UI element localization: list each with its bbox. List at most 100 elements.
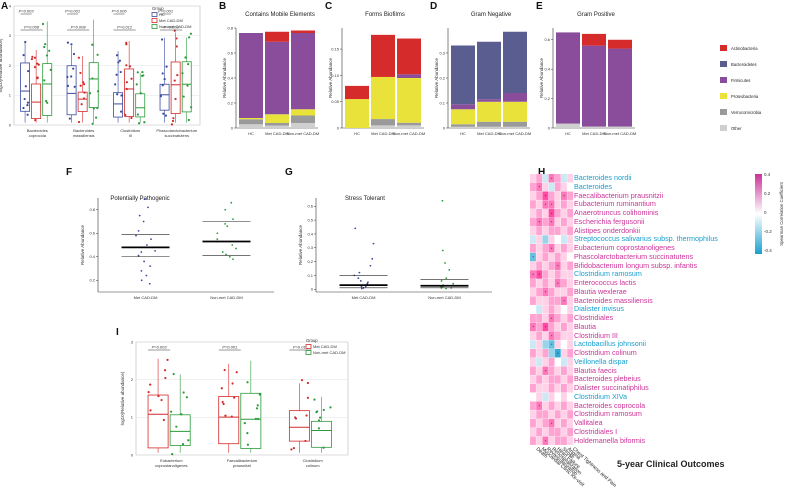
data-point <box>300 379 304 382</box>
heatmap-cell <box>530 349 536 358</box>
panel-c-chart: 0 0.05 0.10 0.15 Relative Abundance HC Met CAD… <box>328 28 425 136</box>
y-tick-label: 0 <box>231 125 234 130</box>
heatmap-cell <box>536 226 543 235</box>
y-tick-label: 0.1 <box>439 100 445 105</box>
heatmap-cell <box>542 331 549 340</box>
heatmap-cell <box>548 436 555 445</box>
heatmap-cell <box>530 427 536 437</box>
colorbar-tick-label: 0.2 <box>764 191 771 196</box>
heatmap-cell <box>536 261 543 270</box>
heatmap-cell <box>554 384 561 393</box>
data-point <box>82 83 86 86</box>
heatmap-row-label: Bacteroides nordii <box>574 173 632 182</box>
heatmap-row-label: Bacteroides massiliensis <box>574 295 653 305</box>
y-tick-label: 0.4 <box>544 67 550 72</box>
bar-segment-firmicutes <box>503 93 527 102</box>
heatmap-cell <box>542 174 549 183</box>
data-point <box>96 106 99 110</box>
data-point <box>143 260 146 263</box>
heatmap-cell <box>536 314 543 323</box>
heatmap-cell <box>554 392 561 402</box>
heatmap-row-label: Dialister succinatiphilus <box>574 383 649 392</box>
data-point <box>125 81 129 84</box>
data-point <box>147 391 150 394</box>
bar-segment-proteobacteria <box>239 118 263 120</box>
data-point <box>91 77 94 80</box>
heatmap-row-label: Lactobacillus johnsonii <box>574 339 646 349</box>
bar-segment-other <box>265 125 289 128</box>
heatmap-cell <box>542 357 549 367</box>
y-tick-label: 1 <box>9 93 12 98</box>
panel-e-title: Gram Positive <box>577 12 615 18</box>
panel-label-e: E <box>536 1 543 12</box>
data-point <box>138 214 141 217</box>
data-point <box>440 280 443 282</box>
colorbar-title: Spearman Correlation Coefficient <box>779 181 784 245</box>
bar-segment-other <box>608 126 632 128</box>
heatmap-cell <box>530 331 536 340</box>
box <box>31 83 42 119</box>
heatmap-cell <box>542 366 549 375</box>
heatmap-cell <box>536 410 543 419</box>
data-point <box>91 43 94 46</box>
bar-segment-firmicutes <box>582 45 606 127</box>
heatmap-cell <box>530 436 536 445</box>
x-tick-label: Phascolarctobacterium <box>156 128 197 133</box>
heatmap-row-label: Bifidobacterium longum subsp. infantis <box>574 260 698 270</box>
data-point <box>175 37 178 40</box>
legend-label: Bacteroidetes <box>731 61 757 67</box>
data-point <box>359 280 362 282</box>
heatmap-cell <box>561 200 567 209</box>
data-point <box>125 43 128 46</box>
heatmap-cell <box>567 366 574 375</box>
data-point <box>372 242 375 245</box>
data-point <box>163 369 167 372</box>
data-point <box>48 49 51 52</box>
heatmap-cell <box>542 314 549 323</box>
heatmap-cell <box>542 296 549 305</box>
heatmap-cell <box>536 340 543 349</box>
legend-swatch <box>151 12 158 17</box>
x-tick-label: Non-met CAD-DM <box>604 131 636 136</box>
data-point <box>172 372 175 376</box>
heatmap-cell <box>554 419 561 428</box>
data-point <box>358 271 361 274</box>
significance-mark: * <box>551 333 553 338</box>
bar-segment-actinobacteria <box>345 85 369 100</box>
panel-label-f: F <box>66 167 73 178</box>
heatmap-cell <box>567 436 574 445</box>
heatmap-cell <box>554 331 561 340</box>
data-point <box>357 277 360 280</box>
heatmap-cell <box>554 252 561 262</box>
data-point <box>186 84 189 87</box>
heatmap-cell <box>542 322 549 332</box>
panel-label-h: H <box>538 167 546 178</box>
data-point <box>256 404 259 407</box>
data-point <box>33 66 37 69</box>
heatmap-cell <box>536 270 543 279</box>
heatmap-cell <box>548 410 555 419</box>
panel-g-chart: 0 0.1 0.2 0.3 0.4 0.5 0.6 Relative Abundance Met… <box>298 198 492 300</box>
heatmap-cell <box>530 182 536 192</box>
data-point <box>120 94 123 97</box>
heatmap-cell <box>554 305 561 314</box>
data-point <box>37 63 40 66</box>
heatmap-cell <box>567 209 574 218</box>
heatmap-cell <box>561 392 567 402</box>
heatmap-cell <box>536 322 543 332</box>
data-point <box>317 427 321 430</box>
significance-mark: * <box>551 176 553 181</box>
heatmap-cell <box>536 235 543 244</box>
x-tick-label: Met CAD-DM <box>477 131 501 136</box>
data-point <box>246 381 249 384</box>
data-point <box>137 230 140 232</box>
heatmap-cell <box>530 252 536 262</box>
heatmap-cell <box>548 401 555 410</box>
data-point <box>79 71 82 75</box>
y-tick-label: 0.2 <box>307 259 313 264</box>
data-point <box>68 117 71 120</box>
heatmap-cell <box>530 322 536 332</box>
heatmap-row-label: Clostridium III <box>574 330 618 340</box>
data-point <box>235 247 237 250</box>
data-point <box>216 232 219 235</box>
